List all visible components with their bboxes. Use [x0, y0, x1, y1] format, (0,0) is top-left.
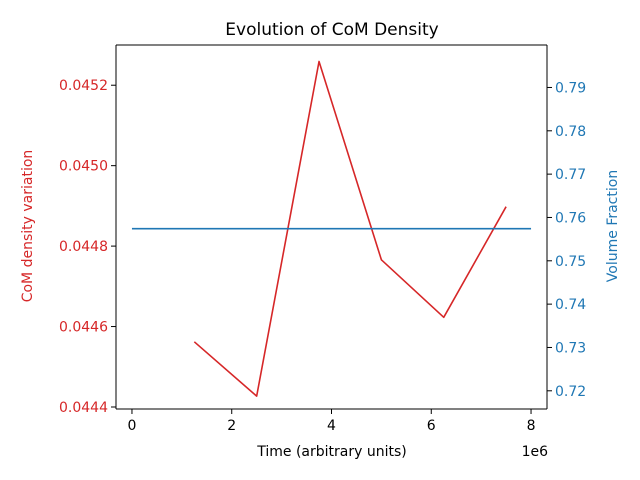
com-density-line [193, 60, 507, 397]
right-y-tick-label: 0.78 [555, 124, 586, 140]
x-tick-label: 4 [327, 418, 336, 434]
x-axis-offset-label: 1e6 [522, 444, 549, 460]
left-axis-title: CoM density variation [20, 150, 36, 303]
right-axis-title: Volume Fraction [605, 170, 621, 282]
x-tick-label: 2 [227, 418, 236, 434]
x-tick-label: 6 [427, 418, 436, 434]
axes: 0 2 4 6 8 0.0444 0.0446 0.0448 0.0450 0.0452 0.72 0… [59, 44, 586, 434]
right-y-tick-label: 0.74 [555, 297, 586, 313]
right-y-tick-label: 0.76 [555, 210, 586, 226]
left-y-tick-label: 0.0450 [59, 159, 108, 175]
right-y-tick-label: 0.73 [555, 340, 586, 356]
right-y-tick-label: 0.75 [555, 254, 586, 270]
x-tick-label: 8 [527, 418, 536, 434]
x-axis-title: Time (arbitrary units) [256, 444, 406, 460]
left-y-tick-label: 0.0452 [59, 78, 108, 94]
left-y-tick-label: 0.0448 [59, 239, 108, 255]
left-y-tick-label: 0.0444 [59, 400, 108, 416]
x-tick-label: 0 [128, 418, 137, 434]
right-y-tick-label: 0.77 [555, 167, 586, 183]
chart-title: Evolution of CoM Density [225, 20, 438, 40]
plot-area [131, 60, 532, 397]
right-y-tick-label: 0.72 [555, 384, 586, 400]
right-y-tick-label: 0.79 [555, 80, 586, 96]
left-y-tick-label: 0.0446 [59, 320, 108, 336]
